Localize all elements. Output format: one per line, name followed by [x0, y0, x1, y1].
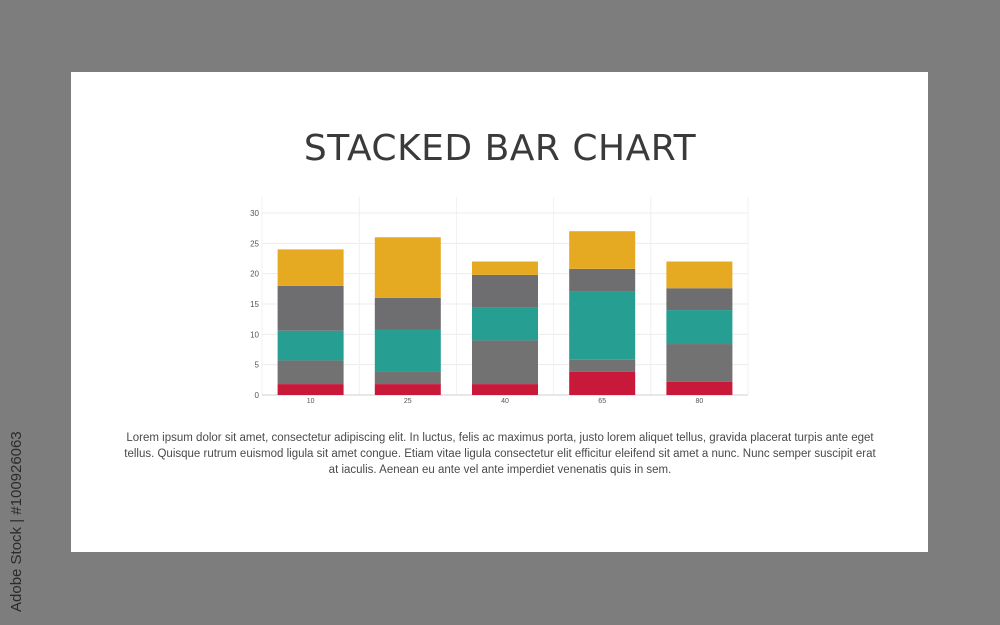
y-tick-label: 30 [250, 209, 259, 218]
bar-segment [569, 359, 636, 372]
y-tick-label: 10 [250, 330, 259, 339]
bar-segment [277, 285, 344, 331]
bar-segment [277, 384, 344, 395]
bar-segment [569, 371, 636, 395]
bar-segment [472, 340, 538, 385]
bar-segment [666, 310, 733, 345]
bar-segment [472, 261, 538, 275]
bar-segment [374, 371, 441, 385]
y-tick-label: 5 [255, 361, 260, 370]
bar-segment [472, 384, 538, 395]
slide-title: STACKED BAR CHART [303, 128, 697, 169]
slide-caption: Lorem ipsum dolor sit amet, consectetur … [124, 432, 876, 476]
bar-segment [374, 237, 441, 298]
bar-segment [472, 274, 538, 308]
bar-segment [666, 344, 733, 382]
bar-segment [569, 231, 636, 269]
bar-segment [277, 330, 344, 361]
bar-segment [666, 261, 733, 289]
y-tick-label: 0 [255, 391, 260, 400]
y-tick-label: 20 [250, 270, 259, 279]
x-tick-label: 25 [404, 398, 412, 405]
bar-segment [374, 384, 441, 395]
bar-segment [666, 381, 733, 395]
x-tick-label: 65 [598, 398, 606, 405]
bar-segment [666, 288, 733, 311]
x-tick-label: 80 [696, 398, 704, 405]
y-tick-label: 25 [250, 239, 259, 248]
bar-segment [374, 297, 441, 330]
bar-segment [569, 268, 636, 292]
bar-segment [277, 360, 344, 385]
bar-segment [569, 291, 636, 360]
x-tick-label: 40 [501, 398, 509, 405]
y-tick-label: 15 [250, 300, 259, 309]
x-tick-label: 10 [307, 398, 315, 405]
bar-segment [374, 329, 441, 372]
bar-segment [472, 307, 538, 341]
bar-segment [277, 249, 344, 286]
